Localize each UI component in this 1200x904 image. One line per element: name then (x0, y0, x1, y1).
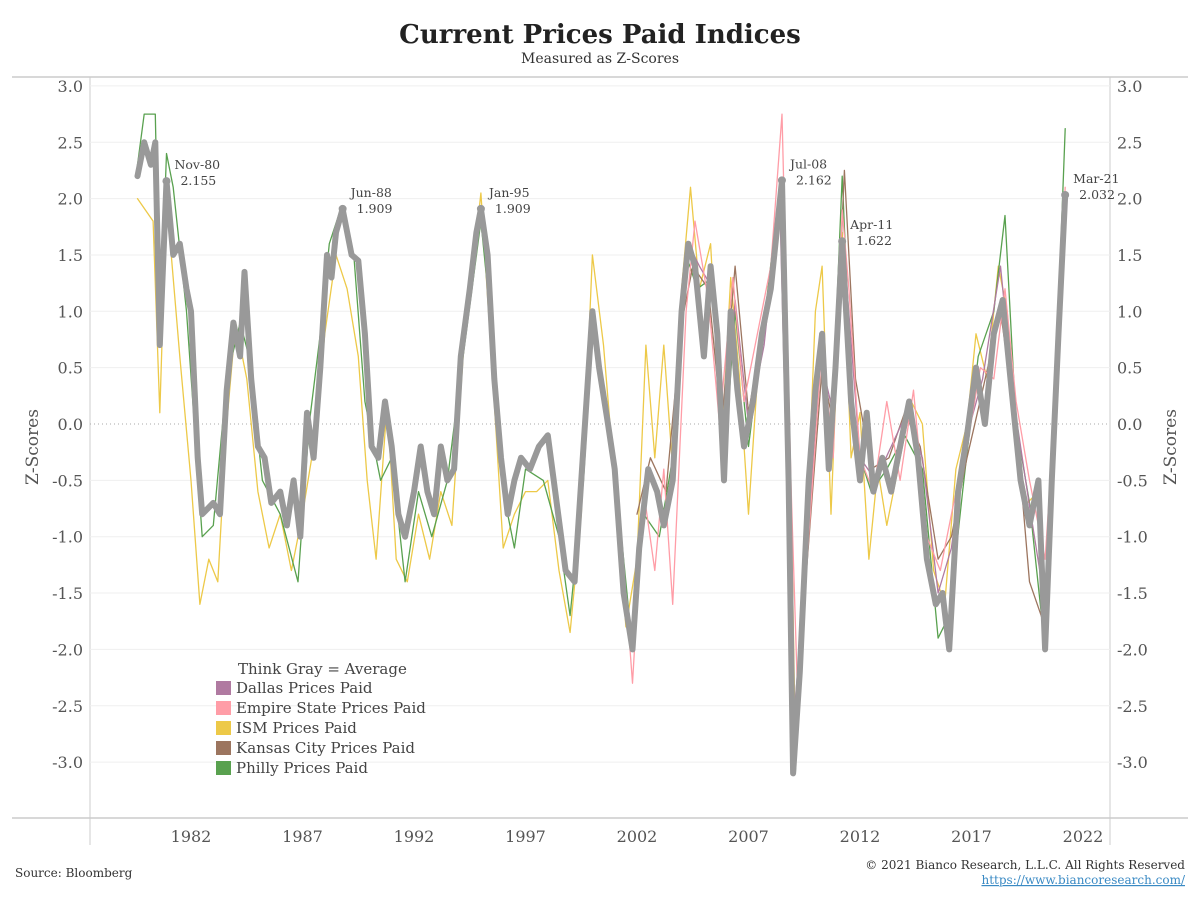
y-axis-right-ticks: 3.0 2.5 2.0 1.5 1.0 0.5 0.0 -0.5 -1.0 -1.5 -2.0 -2.… (1117, 77, 1148, 772)
legend-item-label: Kansas City Prices Paid (236, 739, 415, 757)
y-tick-label-left: -3.0 (52, 753, 83, 772)
y-tick-label-left: -1.0 (52, 528, 83, 547)
x-tick-label: 2002 (617, 827, 658, 846)
legend-item-label: Philly Prices Paid (236, 759, 368, 777)
annotation-marker (476, 204, 485, 213)
legend-swatch (216, 681, 231, 695)
annotation-value: 1.909 (495, 201, 531, 216)
annotation-date: Nov-80 (174, 157, 220, 172)
annotation-value: 2.032 (1079, 187, 1115, 202)
annotation-date: Mar-21 (1073, 171, 1119, 186)
annotation-marker (162, 177, 171, 186)
y-tick-label-left: 2.5 (58, 133, 83, 152)
y-tick-label-left: 0.5 (58, 359, 83, 378)
annotation-date: Jan-95 (487, 185, 530, 200)
y-axis-left-ticks: 3.0 2.5 2.0 1.5 1.0 0.5 0.0 -0.5 -1.0 -1.5 -2.0 -2.… (52, 77, 83, 772)
legend-swatch (216, 721, 231, 735)
series-line-average (134, 139, 1069, 777)
y-axis-label-right: Z-Scores (1161, 409, 1181, 485)
y-tick-label-left: -2.0 (52, 640, 83, 659)
y-tick-label-left: 2.0 (58, 190, 83, 209)
y-tick-label-right: 2.0 (1117, 190, 1142, 209)
legend-swatch (216, 761, 231, 775)
y-tick-label-left: 1.0 (58, 302, 83, 321)
annotation-marker (838, 237, 847, 246)
series-line-ism-prices-paid (136, 186, 1066, 741)
legend-item-label: Dallas Prices Paid (236, 679, 373, 697)
annotation-date: Jul-08 (788, 156, 827, 171)
y-tick-label-left: -1.5 (52, 584, 83, 603)
legend-title: Think Gray = Average (238, 660, 407, 678)
chart-title: Current Prices Paid Indices (399, 20, 801, 50)
annotation-value: 1.909 (357, 201, 393, 216)
annotation-value: 2.162 (796, 172, 832, 187)
annotation-value: 1.622 (856, 233, 892, 248)
y-tick-label-right: 0.5 (1117, 359, 1142, 378)
x-tick-label: 1982 (171, 827, 212, 846)
y-tick-label-right: -1.5 (1117, 584, 1148, 603)
y-tick-label-left: 3.0 (58, 77, 83, 96)
x-tick-label: 2022 (1063, 827, 1104, 846)
source-note: Source: Bloomberg (15, 866, 133, 880)
copyright: © 2021 Bianco Research, L.L.C. All Right… (865, 858, 1185, 872)
series-lines (134, 113, 1069, 777)
annotation-marker (1061, 190, 1070, 199)
x-tick-label: 2007 (728, 827, 769, 846)
legend: Think Gray = Average Dallas Prices Paid E… (216, 660, 426, 777)
x-tick-label: 2012 (840, 827, 881, 846)
x-axis-ticks: 1982 1987 1992 1997 2002 2007 2012 2017 2022 (171, 827, 1104, 846)
y-tick-label-right: 2.5 (1117, 133, 1142, 152)
y-tick-label-right: 3.0 (1117, 77, 1142, 96)
y-tick-label-left: 1.5 (58, 246, 83, 265)
y-tick-label-right: -0.5 (1117, 471, 1148, 490)
x-tick-label: 1987 (282, 827, 323, 846)
annotation-date: Jun-88 (349, 185, 392, 200)
annotation-marker (338, 204, 347, 213)
y-tick-label-right: 1.5 (1117, 246, 1142, 265)
annotations: Nov-802.155Jun-881.909Jan-951.909Jul-082… (162, 156, 1120, 248)
x-tick-label: 1992 (394, 827, 435, 846)
website-link[interactable]: https://www.biancoresearch.com/ (981, 873, 1185, 887)
annotation-value: 2.155 (180, 173, 216, 188)
annotation-date: Apr-11 (849, 217, 893, 232)
legend-item-label: Empire State Prices Paid (236, 699, 426, 717)
y-tick-label-left: 0.0 (58, 415, 83, 434)
y-tick-label-right: -2.0 (1117, 640, 1148, 659)
legend-swatch (216, 701, 231, 715)
legend-item-label: ISM Prices Paid (236, 719, 357, 737)
y-tick-label-left: -0.5 (52, 471, 83, 490)
y-axis-label-left: Z-Scores (23, 409, 43, 485)
y-tick-label-right: -1.0 (1117, 528, 1148, 547)
y-tick-label-right: 1.0 (1117, 302, 1142, 321)
legend-swatch (216, 741, 231, 755)
y-tick-label-right: -2.5 (1117, 697, 1148, 716)
x-tick-label: 2017 (951, 827, 992, 846)
annotation-marker (777, 176, 786, 185)
y-tick-label-left: -2.5 (52, 697, 83, 716)
y-tick-label-right: 0.0 (1117, 415, 1142, 434)
y-tick-label-right: -3.0 (1117, 753, 1148, 772)
x-tick-label: 1997 (505, 827, 546, 846)
chart-subtitle: Measured as Z-Scores (521, 51, 679, 67)
